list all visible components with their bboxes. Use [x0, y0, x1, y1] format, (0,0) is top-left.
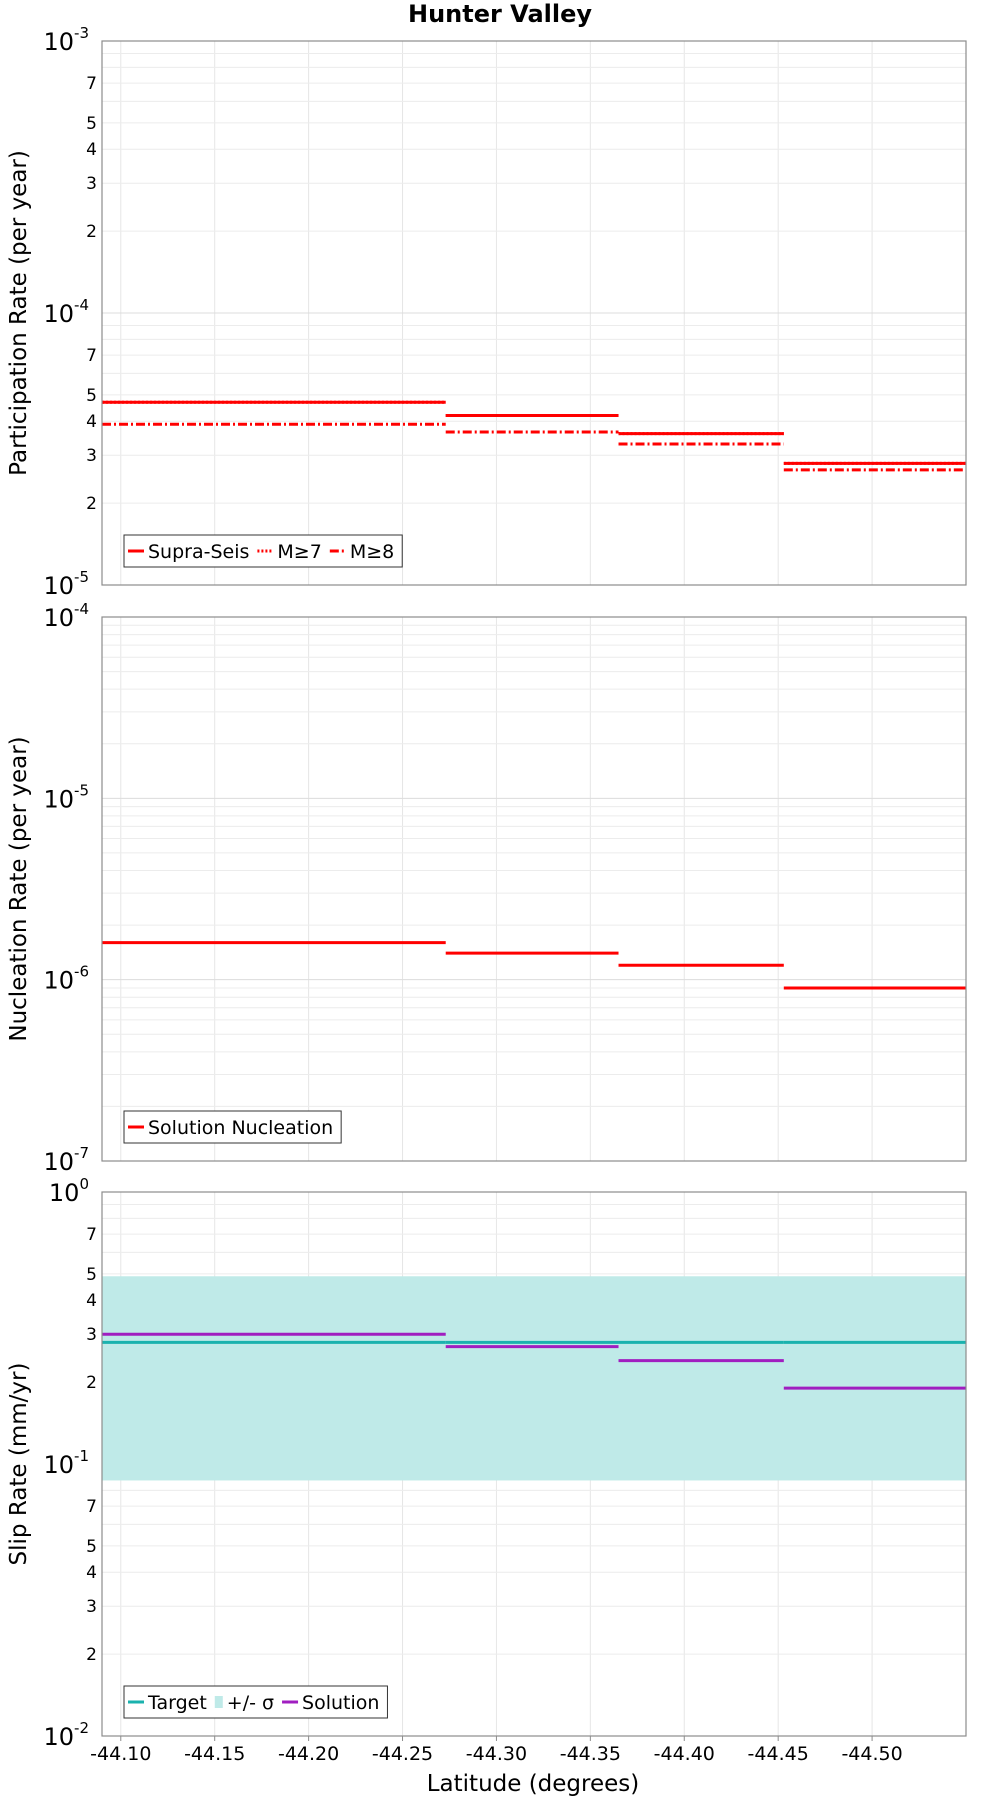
y-minor-tick-label: 4: [86, 1563, 97, 1583]
legend-box: [123, 1110, 342, 1144]
y-minor-tick-label: 7: [86, 346, 97, 366]
y-minor-tick-label: 7: [86, 1497, 97, 1517]
y-minor-tick-label: 3: [86, 1325, 97, 1345]
x-tick-label: -44.30: [466, 1743, 527, 1765]
x-tick-label: -44.20: [278, 1743, 339, 1765]
y-axis-label: Slip Rate (mm/yr): [6, 1363, 32, 1566]
legend-label: +/- σ: [227, 1692, 274, 1714]
y-tick-base: 10: [49, 1179, 80, 1207]
y-tick-exponent: -5: [74, 568, 89, 586]
x-tick-label: -44.10: [90, 1743, 151, 1765]
chart-title: Hunter Valley: [408, 0, 592, 28]
y-tick-exponent: -4: [74, 296, 89, 314]
y-major-tick-label: 10-2: [43, 1719, 89, 1751]
y-minor-tick-label: 5: [86, 114, 97, 134]
y-tick-base: 10: [43, 572, 74, 600]
legend-label: Target: [147, 1692, 207, 1714]
x-tick-label: -44.35: [560, 1743, 621, 1765]
y-minor-tick-label: 7: [86, 1225, 97, 1245]
y-tick-base: 10: [43, 1148, 74, 1176]
y-tick-base: 10: [43, 1723, 74, 1751]
y-minor-tick-label: 5: [86, 1537, 97, 1557]
legend-label: Solution Nucleation: [148, 1117, 333, 1139]
y-major-tick-label: 10-7: [43, 1144, 89, 1176]
y-minor-tick-label: 4: [86, 412, 97, 432]
y-axis-label: Nucleation Rate (per year): [6, 736, 32, 1041]
legend-label: Supra-Seis: [148, 541, 249, 563]
legend-label: Solution: [302, 1692, 379, 1714]
y-major-tick-label: 10-5: [43, 781, 89, 813]
x-axis-label: Latitude (degrees): [427, 1771, 640, 1797]
y-minor-tick-label: 2: [86, 222, 97, 242]
y-minor-tick-label: 4: [86, 1291, 97, 1311]
y-major-tick-label: 10-1: [43, 1447, 89, 1479]
y-axis-label: Participation Rate (per year): [6, 150, 32, 476]
plot-area: [102, 617, 966, 1161]
legend-box: [123, 1685, 388, 1719]
y-major-tick-label: 10-4: [43, 296, 89, 328]
y-minor-tick-label: 5: [86, 1265, 97, 1285]
y-minor-tick-label: 4: [86, 140, 97, 160]
y-major-tick-label: 10-5: [43, 568, 89, 600]
y-major-tick-label: 100: [49, 1175, 89, 1207]
legend-label: M≥7: [277, 541, 321, 563]
legend: Target +/- σ Solution: [123, 1685, 388, 1719]
plot-frame: [101, 616, 967, 1162]
x-tick-label: -44.40: [654, 1743, 715, 1765]
legend: Solution Nucleation: [123, 1110, 342, 1144]
x-tick-label: -44.45: [748, 1743, 809, 1765]
y-tick-base: 10: [43, 967, 74, 995]
y-minor-tick-label: 3: [86, 446, 97, 466]
y-tick-exponent: -3: [74, 24, 89, 42]
y-minor-tick-label: 2: [86, 1645, 97, 1665]
y-tick-exponent: -4: [74, 600, 89, 618]
y-tick-base: 10: [43, 1451, 74, 1479]
x-tick-label: -44.25: [372, 1743, 433, 1765]
legend-swatch-band: [214, 1696, 223, 1708]
plot-frame: [101, 1191, 967, 1737]
y-minor-tick-label: 3: [86, 1597, 97, 1617]
y-major-tick-label: 10-4: [43, 600, 89, 632]
y-major-tick-label: 10-3: [43, 24, 89, 56]
y-tick-base: 10: [43, 604, 74, 632]
x-tick-label: -44.50: [841, 1743, 902, 1765]
legend-label: M≥8: [350, 541, 394, 563]
y-minor-tick-label: 7: [86, 74, 97, 94]
y-minor-tick-label: 3: [86, 174, 97, 194]
y-minor-tick-label: 2: [86, 1373, 97, 1393]
x-tick-label: -44.15: [184, 1743, 245, 1765]
x-axis: -44.10 -44.15 -44.20 -44.25 -44.30 -44.35 -44.…: [90, 1736, 903, 1765]
y-minor-tick-label: 5: [86, 386, 97, 406]
plot-frame: [101, 40, 967, 586]
sigma-band: [102, 1276, 966, 1481]
y-tick-exponent: -6: [74, 963, 89, 981]
y-major-tick-label: 10-6: [43, 963, 89, 995]
y-minor-tick-label: 2: [86, 494, 97, 514]
y-tick-base: 10: [43, 28, 74, 56]
y-tick-base: 10: [43, 300, 74, 328]
y-tick-exponent: -1: [74, 1447, 89, 1465]
y-tick-base: 10: [43, 785, 74, 813]
legend: Supra-Seis M≥7 M≥8: [123, 534, 403, 568]
y-tick-exponent: -5: [74, 781, 89, 799]
y-tick-exponent: -2: [74, 1719, 89, 1737]
y-tick-exponent: 0: [79, 1175, 89, 1193]
y-tick-exponent: -7: [74, 1144, 89, 1162]
